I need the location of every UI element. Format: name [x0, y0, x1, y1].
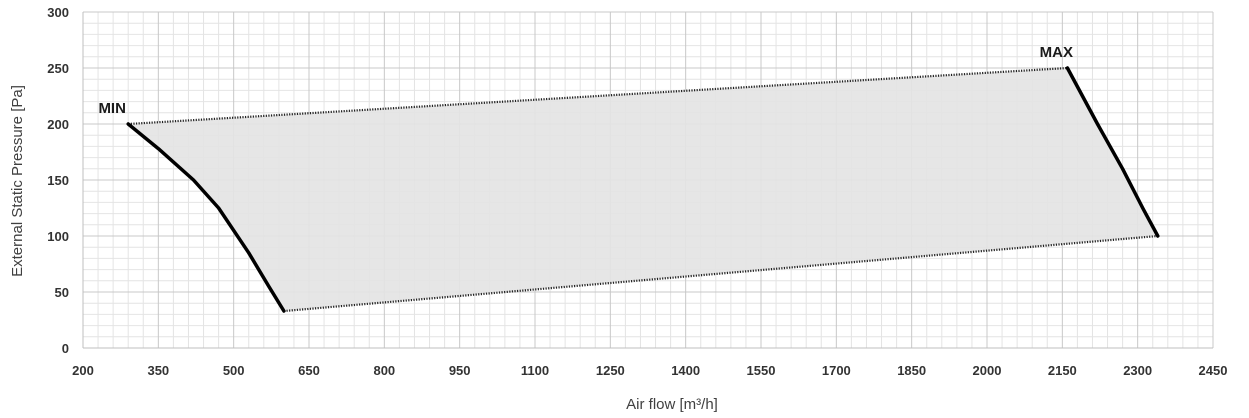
operating-region — [128, 68, 1158, 311]
y-tick-label: 200 — [47, 117, 69, 132]
x-tick-label: 200 — [72, 363, 94, 378]
x-tick-label: 1850 — [897, 363, 926, 378]
region-fill — [128, 68, 1158, 311]
y-tick-label: 300 — [47, 5, 69, 20]
y-tick-label: 250 — [47, 61, 69, 76]
x-tick-labels: 200 350 500 650 800 950 1100 1250 1400 1550 1700 18… — [72, 363, 1227, 378]
y-axis-label: External Static Pressure [Pa] — [9, 85, 26, 277]
x-tick-label: 1700 — [822, 363, 851, 378]
max-curve-line — [1065, 66, 1160, 238]
x-tick-label: 1250 — [596, 363, 625, 378]
x-tick-label: 2150 — [1048, 363, 1077, 378]
x-tick-label: 1400 — [671, 363, 700, 378]
x-tick-label: 950 — [449, 363, 471, 378]
x-axis-label: Air flow [m³/h] — [626, 396, 718, 413]
y-tick-labels: 0 50 100 150 200 250 300 — [47, 5, 69, 356]
y-tick-label: 150 — [47, 173, 69, 188]
x-tick-label: 650 — [298, 363, 320, 378]
x-tick-label: 1100 — [521, 363, 549, 378]
annotations: MIN MAX — [98, 44, 1073, 117]
x-tick-label: 350 — [147, 363, 169, 378]
x-tick-label: 800 — [373, 363, 395, 378]
x-tick-label: 2000 — [973, 363, 1002, 378]
y-tick-label: 50 — [55, 285, 69, 300]
min-annotation: MIN — [98, 100, 126, 117]
max-annotation: MAX — [1040, 44, 1073, 61]
limit-curves — [126, 66, 1160, 313]
axes — [82, 12, 1213, 349]
region-top-edge — [128, 66, 1068, 126]
min-curve-line — [126, 122, 286, 313]
y-tick-label: 100 — [47, 229, 69, 244]
x-tick-label: 500 — [223, 363, 245, 378]
x-tick-label: 2450 — [1199, 363, 1228, 378]
y-tick-label: 0 — [62, 341, 69, 356]
x-tick-label: 1550 — [747, 363, 776, 378]
region-bottom-edge — [283, 234, 1158, 313]
x-tick-label: 2300 — [1123, 363, 1152, 378]
